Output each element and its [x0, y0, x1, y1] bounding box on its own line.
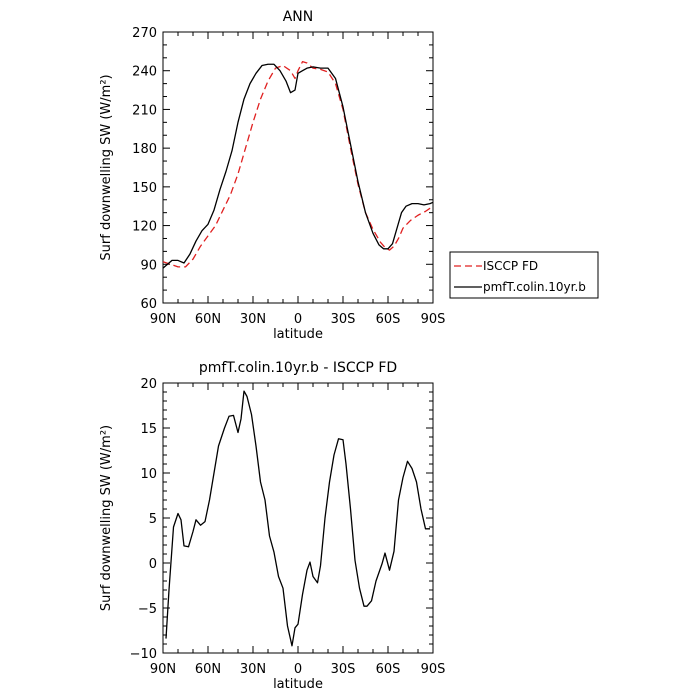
x-tick-label: 30N	[240, 312, 266, 327]
y-tick-label: 270	[132, 26, 157, 41]
series-line-pmft-colin-10yr-b	[162, 63, 434, 269]
x-tick-label: 60S	[376, 312, 401, 327]
chart-title: ANN	[283, 9, 314, 25]
y-tick-label: 15	[140, 422, 157, 437]
series-line-difference	[165, 390, 430, 647]
y-tick-label: 180	[132, 142, 157, 157]
y-tick-label: 210	[132, 103, 157, 118]
legend: ISCCP FD pmfT.colin.10yr.b	[449, 251, 599, 299]
legend-label: ISCCP FD	[483, 259, 538, 273]
y-tick-label: 150	[132, 181, 157, 196]
x-tick-label: 60S	[376, 662, 401, 677]
legend-box	[449, 251, 599, 299]
x-tick-label: 90N	[150, 312, 176, 327]
series-line-isccp-fd	[162, 61, 434, 268]
legend-label: pmfT.colin.10yr.b	[483, 280, 586, 294]
x-tick-label: 30S	[331, 662, 356, 677]
y-tick-label: 60	[140, 297, 157, 312]
y-tick-label: 90	[140, 258, 157, 273]
y-tick-label: 20	[140, 377, 157, 392]
y-tick-label: 0	[149, 557, 157, 572]
plot-frame	[162, 382, 434, 654]
chart-title: pmfT.colin.10yr.b - ISCCP FD	[199, 360, 397, 376]
y-tick-label: −5	[138, 602, 157, 617]
bottom-chart-panel: 90N 60N 30N 0 30S 60S 90S −10 −5 0 5 10 15 20 pmfT.col…	[99, 360, 445, 692]
x-tick-label: 90S	[421, 312, 446, 327]
top-chart-panel: 90N 60N 30N 0 30S 60S 90S 60 90 120 150 180 210 240 27…	[99, 9, 599, 342]
x-tick-label: 30S	[331, 312, 356, 327]
y-tick-label: 120	[132, 220, 157, 235]
x-tick-label: 0	[294, 662, 302, 677]
x-tick-label: 90N	[150, 662, 176, 677]
x-tick-label: 60N	[195, 662, 221, 677]
y-axis-label: Surf downwelling SW (W/m²)	[99, 425, 114, 611]
x-tick-label: 30N	[240, 662, 266, 677]
y-axis-label: Surf downwelling SW (W/m²)	[99, 74, 114, 260]
x-axis-label: latitude	[273, 677, 323, 692]
x-axis-label: latitude	[273, 327, 323, 342]
y-tick-label: −10	[130, 647, 157, 662]
x-tick-label: 60N	[195, 312, 221, 327]
x-tick-label: 90S	[421, 662, 446, 677]
x-tick-label: 0	[294, 312, 302, 327]
y-tick-label: 240	[132, 65, 157, 80]
y-tick-label: 10	[140, 467, 157, 482]
y-tick-label: 5	[149, 512, 157, 527]
